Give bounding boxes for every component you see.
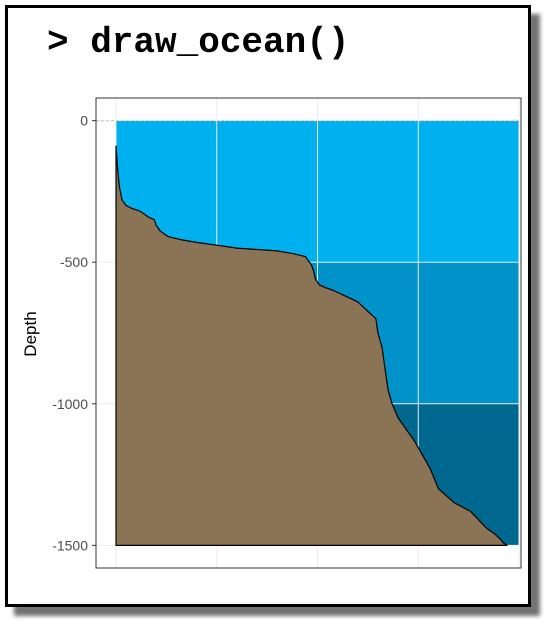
seafloor-area [115,145,508,546]
y-tick-label: -500 [60,254,88,270]
y-tick-label: 0 [80,113,88,129]
code-title: > draw_ocean() [47,22,350,63]
axes: 0 -500 -1000 -1500 [52,97,522,569]
seafloor [115,145,508,546]
plot-border [95,97,522,569]
y-tick-label: -1000 [52,396,88,412]
y-axis-label: Depth [21,311,40,356]
y-tick-label: -1500 [52,537,88,553]
